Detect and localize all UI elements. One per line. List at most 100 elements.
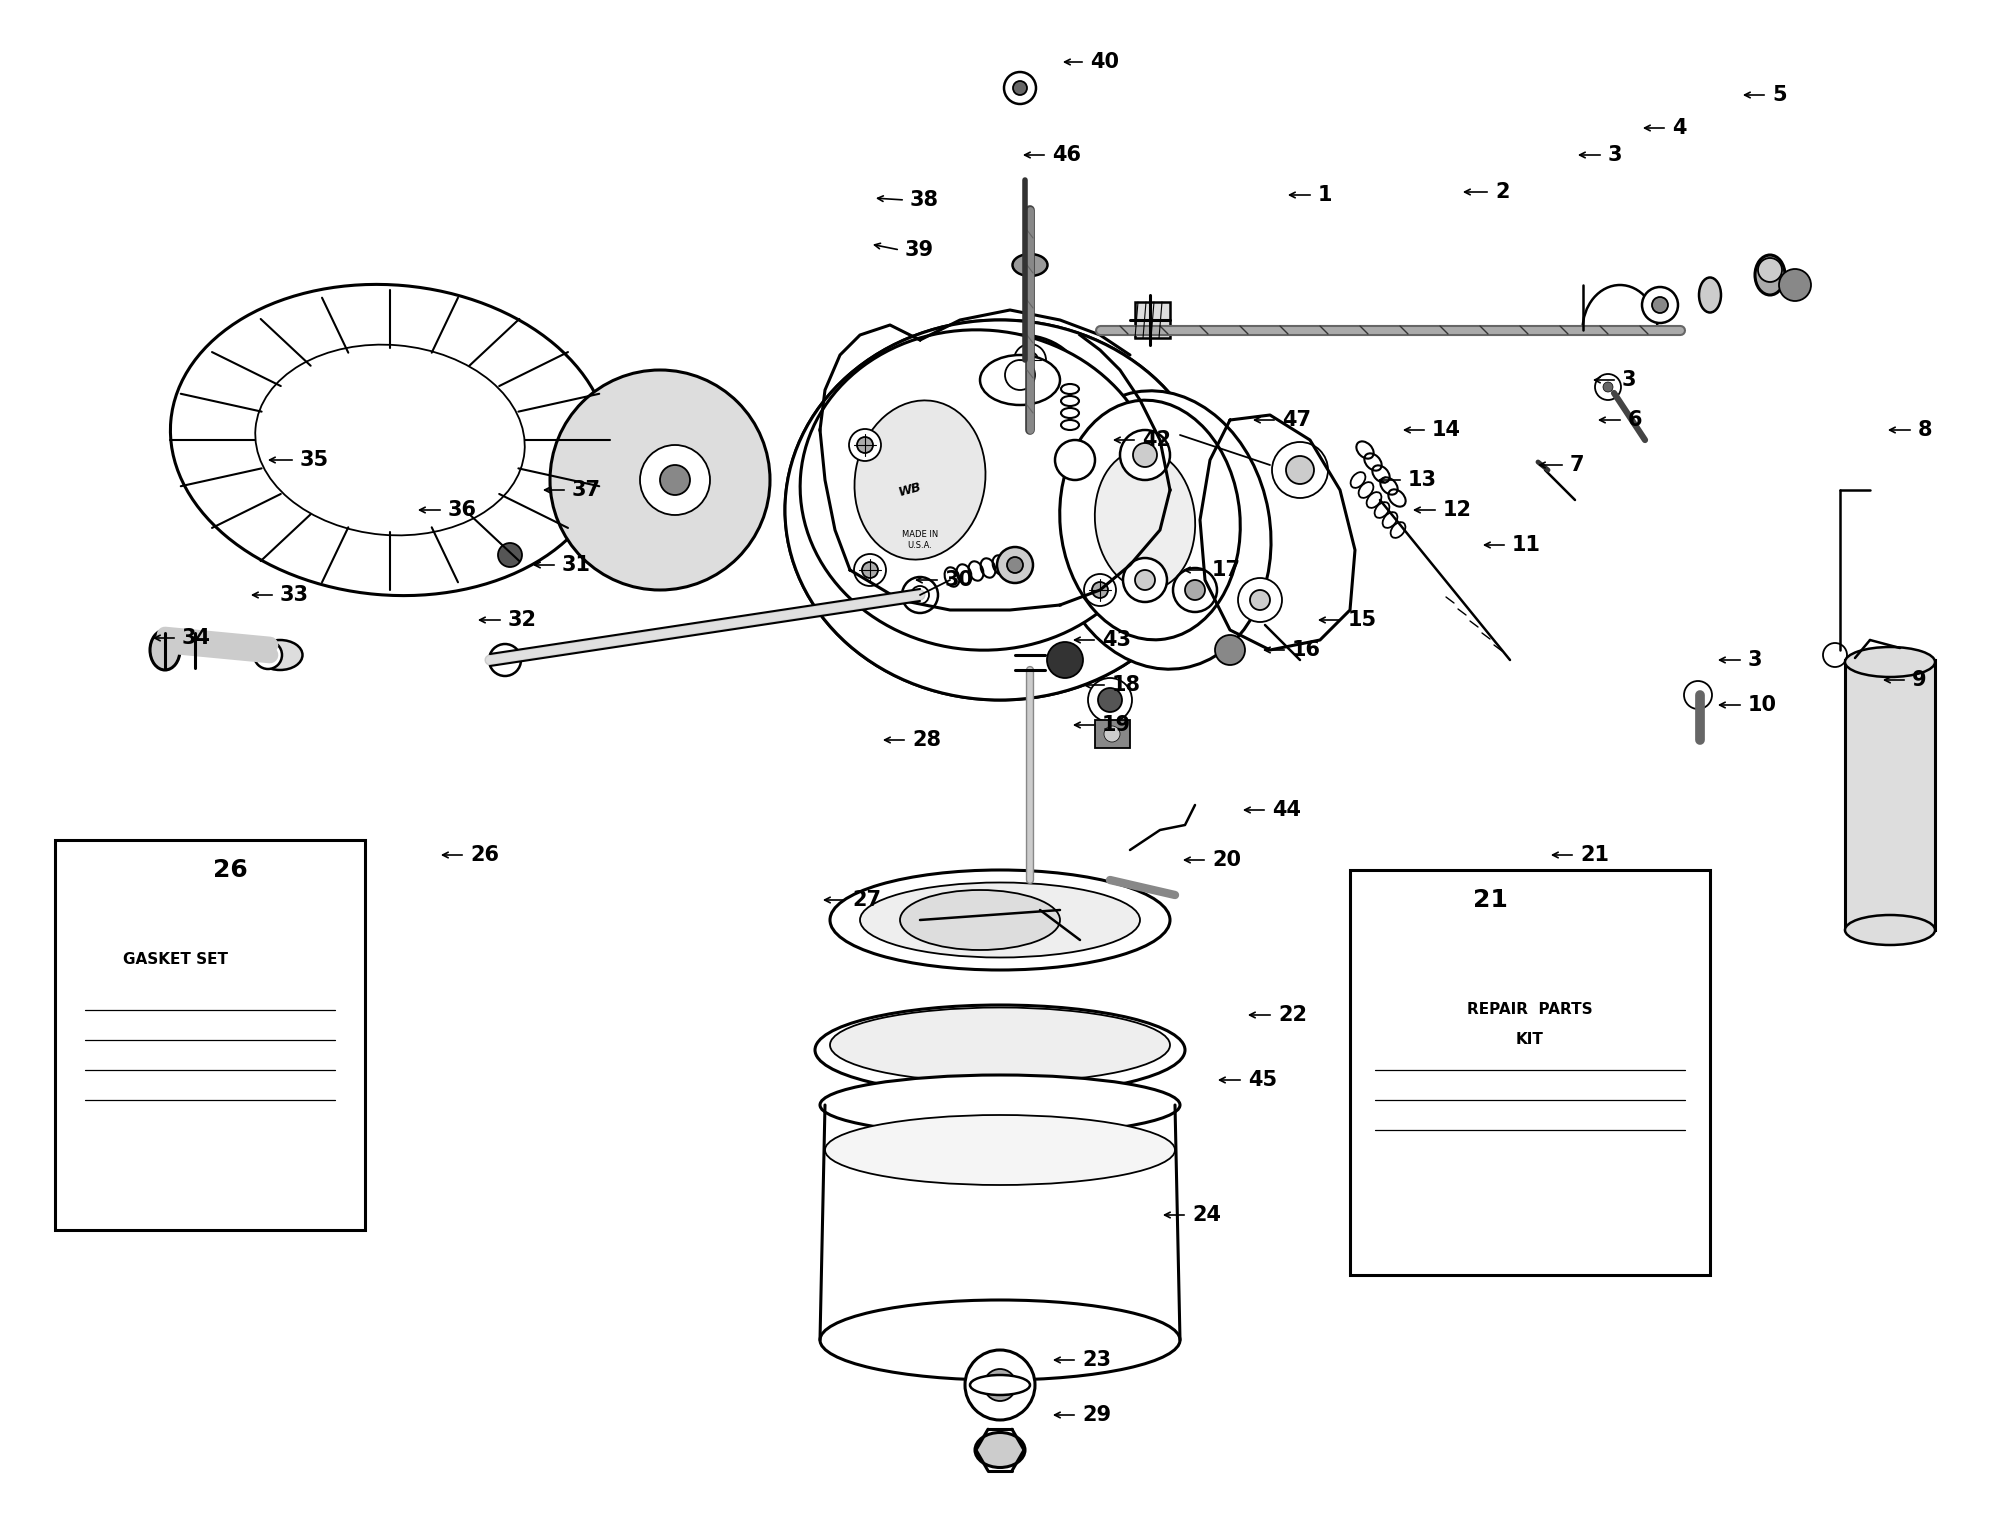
Text: 21: 21	[1580, 845, 1608, 865]
Circle shape	[488, 644, 521, 676]
Circle shape	[1091, 583, 1108, 598]
Ellipse shape	[257, 640, 302, 669]
Circle shape	[659, 465, 689, 496]
Ellipse shape	[1755, 255, 1785, 294]
Circle shape	[911, 586, 929, 604]
Text: 2: 2	[1495, 181, 1510, 201]
Ellipse shape	[1013, 255, 1047, 276]
Circle shape	[498, 543, 523, 567]
Text: 32: 32	[509, 610, 537, 630]
Text: 36: 36	[448, 500, 476, 520]
Circle shape	[1005, 360, 1035, 390]
Bar	[1351, 869, 1711, 1275]
Text: 46: 46	[1051, 145, 1081, 165]
Text: 34: 34	[183, 628, 211, 648]
Circle shape	[997, 547, 1033, 583]
Circle shape	[1124, 558, 1168, 602]
Circle shape	[1684, 682, 1713, 709]
Ellipse shape	[860, 883, 1140, 958]
Ellipse shape	[820, 1075, 1180, 1135]
Text: KIT: KIT	[1516, 1032, 1544, 1048]
Circle shape	[1005, 72, 1035, 104]
Text: 9: 9	[1912, 669, 1928, 689]
Text: 3: 3	[1622, 371, 1636, 390]
Ellipse shape	[1095, 450, 1196, 590]
Circle shape	[1083, 573, 1116, 605]
Ellipse shape	[814, 1005, 1186, 1095]
Bar	[1136, 302, 1170, 339]
Bar	[1095, 720, 1130, 747]
Text: 21: 21	[1473, 888, 1508, 912]
Ellipse shape	[151, 630, 181, 669]
Text: 38: 38	[911, 191, 939, 210]
Circle shape	[1136, 570, 1156, 590]
Circle shape	[701, 624, 710, 631]
Text: 10: 10	[1749, 695, 1777, 715]
Circle shape	[253, 640, 281, 669]
Circle shape	[772, 613, 780, 621]
Circle shape	[856, 438, 872, 453]
Text: 15: 15	[1349, 610, 1377, 630]
Ellipse shape	[854, 401, 985, 560]
Circle shape	[965, 1350, 1035, 1420]
Text: 1: 1	[1319, 185, 1333, 204]
Circle shape	[1013, 81, 1027, 95]
Text: 30: 30	[945, 570, 975, 590]
Circle shape	[1174, 567, 1216, 612]
Circle shape	[1097, 688, 1122, 712]
Text: 5: 5	[1773, 85, 1787, 105]
Text: 8: 8	[1918, 419, 1932, 441]
Circle shape	[1134, 442, 1158, 467]
Text: 14: 14	[1431, 419, 1461, 441]
Ellipse shape	[1845, 915, 1936, 946]
Circle shape	[1272, 442, 1329, 499]
Text: 20: 20	[1212, 849, 1240, 869]
Circle shape	[854, 554, 886, 586]
Circle shape	[1214, 634, 1244, 665]
Circle shape	[1238, 578, 1282, 622]
Text: 35: 35	[299, 450, 330, 470]
Text: 37: 37	[573, 480, 601, 500]
Text: 40: 40	[1089, 52, 1120, 72]
Circle shape	[1021, 352, 1037, 368]
Text: 45: 45	[1248, 1071, 1276, 1090]
Ellipse shape	[786, 320, 1214, 700]
Circle shape	[862, 563, 878, 578]
Circle shape	[1652, 297, 1668, 313]
Text: 13: 13	[1407, 470, 1437, 490]
Ellipse shape	[820, 1299, 1180, 1380]
Circle shape	[551, 371, 770, 590]
Text: WB: WB	[896, 480, 923, 499]
Ellipse shape	[1845, 647, 1936, 677]
Text: 27: 27	[852, 891, 880, 910]
Text: 22: 22	[1278, 1005, 1307, 1025]
Circle shape	[848, 429, 880, 461]
Text: 17: 17	[1212, 560, 1240, 580]
Text: 33: 33	[279, 586, 310, 605]
Circle shape	[1007, 557, 1023, 573]
Bar	[54, 840, 366, 1231]
Text: 23: 23	[1081, 1350, 1112, 1369]
Text: 29: 29	[1081, 1405, 1112, 1424]
Text: 4: 4	[1672, 117, 1686, 137]
Text: 11: 11	[1512, 535, 1542, 555]
Text: 12: 12	[1443, 500, 1471, 520]
Ellipse shape	[786, 320, 1214, 700]
Circle shape	[1286, 456, 1315, 483]
Circle shape	[1013, 345, 1045, 377]
Text: MADE IN
U.S.A.: MADE IN U.S.A.	[902, 531, 939, 549]
Circle shape	[1779, 268, 1811, 300]
Text: GASKET SET: GASKET SET	[123, 953, 227, 967]
Circle shape	[557, 645, 565, 653]
Ellipse shape	[830, 1008, 1170, 1083]
Text: 47: 47	[1282, 410, 1311, 430]
Text: 26: 26	[470, 845, 498, 865]
Circle shape	[1604, 381, 1612, 392]
Circle shape	[1047, 642, 1083, 679]
Circle shape	[486, 656, 494, 663]
Bar	[1845, 660, 1936, 930]
Text: 42: 42	[1142, 430, 1172, 450]
Text: 28: 28	[913, 730, 941, 750]
Text: 39: 39	[904, 239, 935, 259]
Circle shape	[1596, 374, 1620, 400]
